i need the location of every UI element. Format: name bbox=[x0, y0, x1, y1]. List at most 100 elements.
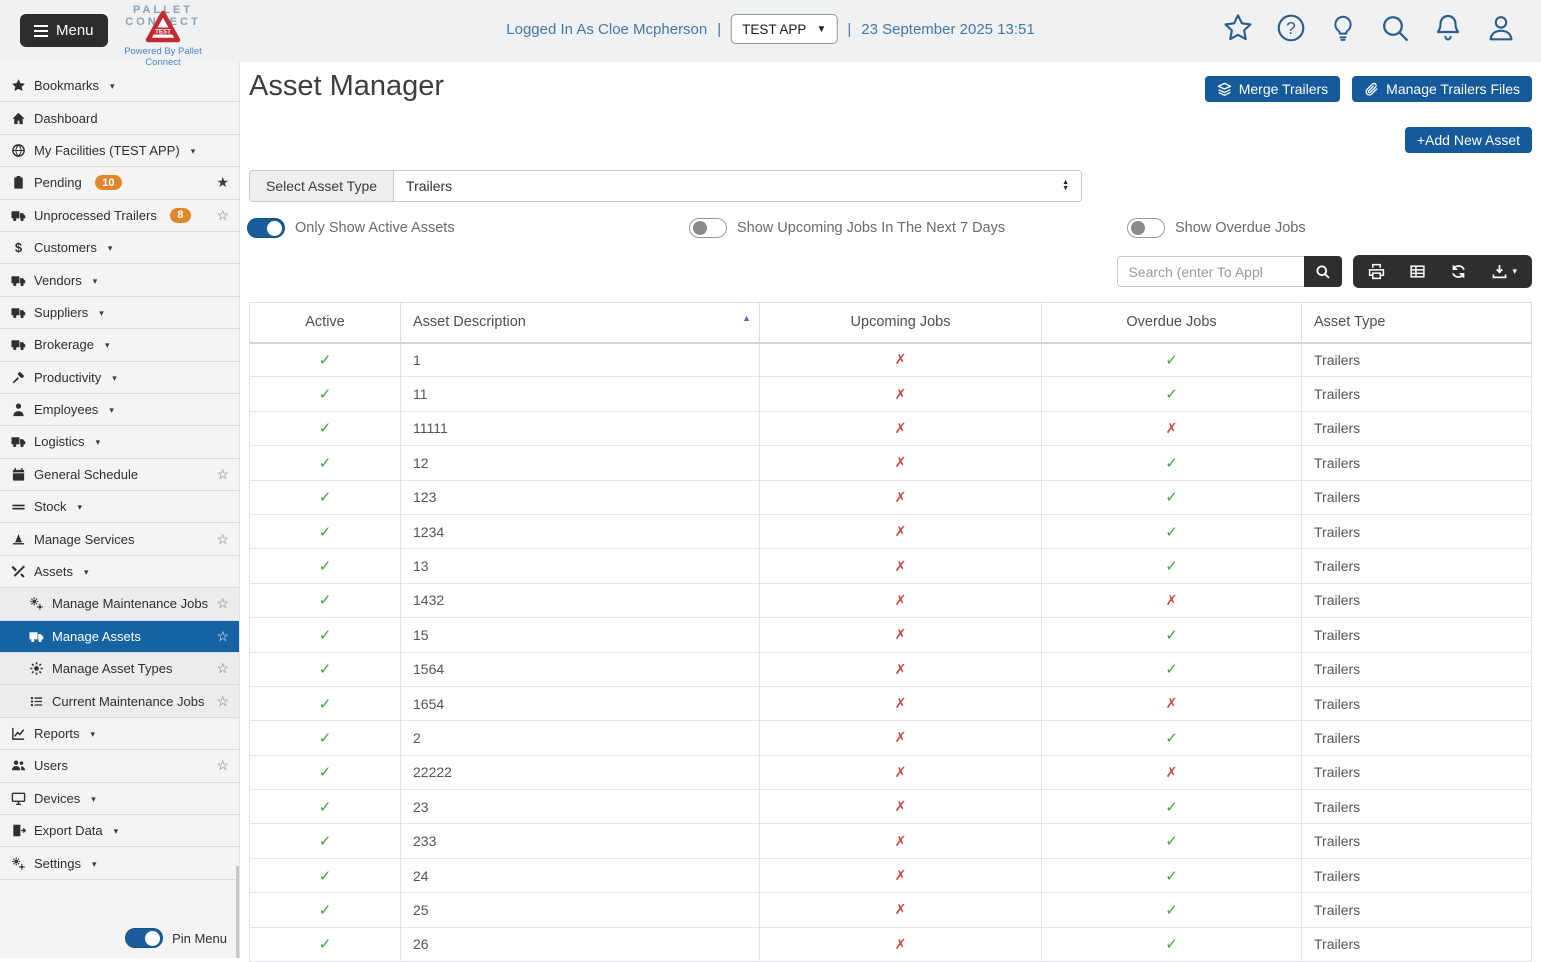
table-row[interactable]: ✓1234✗✓Trailers bbox=[250, 514, 1532, 548]
app-select-value: TEST APP bbox=[742, 22, 806, 37]
refresh-button[interactable] bbox=[1450, 263, 1467, 280]
menu-button[interactable]: Menu bbox=[20, 14, 108, 47]
sidebar-item-manage-assets[interactable]: Manage Assets ☆ bbox=[0, 621, 239, 653]
sidebar-item-brokerage[interactable]: Brokerage▾ bbox=[0, 329, 239, 361]
sidebar-item-manage-maintenance-jobs[interactable]: Manage Maintenance Jobs☆ bbox=[0, 588, 239, 620]
user-profile-icon[interactable] bbox=[1485, 12, 1517, 44]
header-overdue-jobs[interactable]: Overdue Jobs bbox=[1042, 303, 1302, 343]
sidebar-item-devices[interactable]: Devices▾ bbox=[0, 783, 239, 815]
favorite-star-outline-icon[interactable]: ☆ bbox=[216, 693, 229, 710]
sidebar-item-suppliers[interactable]: Suppliers▾ bbox=[0, 297, 239, 329]
sidebar-item-vendors[interactable]: Vendors▾ bbox=[0, 264, 239, 296]
toggle-show-overdue-jobs[interactable] bbox=[1127, 218, 1165, 238]
toggle-only-show-active-assets[interactable] bbox=[247, 218, 285, 238]
check-icon: ✓ bbox=[319, 936, 332, 953]
sidebar-scrollbar[interactable] bbox=[236, 866, 239, 958]
cross-icon: ✗ bbox=[895, 626, 907, 642]
caret-down-icon: ▾ bbox=[191, 146, 196, 157]
favorite-star-outline-icon[interactable]: ☆ bbox=[216, 628, 229, 645]
pin-menu-toggle[interactable] bbox=[125, 928, 163, 948]
search-icon[interactable] bbox=[1379, 12, 1411, 44]
asset-type-select[interactable]: Trailers ▲▼ bbox=[393, 170, 1082, 202]
favorite-star-outline-icon[interactable]: ☆ bbox=[216, 757, 229, 774]
cell-active: ✓ bbox=[250, 858, 401, 892]
favorite-star-outline-icon[interactable]: ☆ bbox=[216, 595, 229, 612]
cell-upcoming-jobs: ✗ bbox=[760, 893, 1042, 927]
sidebar-item-logistics[interactable]: Logistics▾ bbox=[0, 426, 239, 458]
favorite-star-outline-icon[interactable]: ☆ bbox=[216, 531, 229, 548]
toggle-show-upcoming-jobs-in-the-next-7-days[interactable] bbox=[689, 218, 727, 238]
table-row[interactable]: ✓233✗✓Trailers bbox=[250, 824, 1532, 858]
table-row[interactable]: ✓1654✗✗Trailers bbox=[250, 686, 1532, 720]
sidebar-item-clipped[interactable] bbox=[0, 880, 239, 893]
sidebar-item-users[interactable]: Users☆ bbox=[0, 750, 239, 782]
table-row[interactable]: ✓25✗✓Trailers bbox=[250, 893, 1532, 927]
sidebar-item-dashboard[interactable]: Dashboard bbox=[0, 102, 239, 134]
columns-table-button[interactable] bbox=[1409, 263, 1426, 280]
toggle-group-show-upcoming-jobs-in-the-next-7-days: Show Upcoming Jobs In The Next 7 Days bbox=[689, 218, 1005, 238]
select-updown-icon: ▲▼ bbox=[1062, 180, 1069, 192]
table-row[interactable]: ✓13✗✓Trailers bbox=[250, 549, 1532, 583]
app-select[interactable]: TEST APP ▼ bbox=[731, 14, 837, 44]
header-upcoming-jobs[interactable]: Upcoming Jobs bbox=[760, 303, 1042, 343]
cell-asset-description: 12 bbox=[401, 446, 760, 480]
favorite-star-filled-icon[interactable]: ★ bbox=[216, 174, 229, 191]
sidebar-item-customers[interactable]: $Customers▾ bbox=[0, 232, 239, 264]
print-button[interactable] bbox=[1368, 263, 1385, 280]
sidebar-item-export-data[interactable]: Export Data▾ bbox=[0, 815, 239, 847]
table-row[interactable]: ✓2✗✓Trailers bbox=[250, 721, 1532, 755]
sidebar-item-assets[interactable]: Assets▾ bbox=[0, 556, 239, 588]
table-row[interactable]: ✓15✗✓Trailers bbox=[250, 618, 1532, 652]
table-row[interactable]: ✓1432✗✗Trailers bbox=[250, 583, 1532, 617]
table-row[interactable]: ✓12✗✓Trailers bbox=[250, 446, 1532, 480]
favorite-star-outline-icon[interactable]: ☆ bbox=[216, 660, 229, 677]
cell-upcoming-jobs: ✗ bbox=[760, 790, 1042, 824]
sidebar-item-bookmarks[interactable]: Bookmarks▾ bbox=[0, 70, 239, 102]
table-row[interactable]: ✓26✗✓Trailers bbox=[250, 927, 1532, 961]
table-row[interactable]: ✓11111✗✗Trailers bbox=[250, 411, 1532, 445]
lightbulb-icon[interactable] bbox=[1328, 12, 1358, 44]
table-row[interactable]: ✓22222✗✗Trailers bbox=[250, 755, 1532, 789]
search-submit-button[interactable] bbox=[1304, 256, 1342, 287]
sidebar-item-current-maintenance-jobs[interactable]: Current Maintenance Jobs☆ bbox=[0, 685, 239, 717]
favorite-star-outline-icon[interactable]: ☆ bbox=[216, 466, 229, 483]
download-button[interactable]: ▾ bbox=[1491, 263, 1517, 280]
sidebar-item-manage-services[interactable]: Manage Services☆ bbox=[0, 523, 239, 555]
merge-trailers-label: Merge Trailers bbox=[1239, 81, 1328, 97]
sidebar-item-settings[interactable]: Settings▾ bbox=[0, 847, 239, 879]
header-active[interactable]: Active bbox=[250, 303, 401, 343]
sidebar-item-stock[interactable]: Stock▾ bbox=[0, 491, 239, 523]
cell-active: ✓ bbox=[250, 343, 401, 377]
notifications-bell-icon[interactable] bbox=[1432, 12, 1464, 44]
search-input[interactable] bbox=[1117, 256, 1304, 287]
favorite-star-outline-icon[interactable]: ☆ bbox=[216, 207, 229, 224]
cell-active: ✓ bbox=[250, 652, 401, 686]
table-row[interactable]: ✓123✗✓Trailers bbox=[250, 480, 1532, 514]
check-icon: ✓ bbox=[319, 730, 332, 747]
sidebar-item-manage-asset-types[interactable]: Manage Asset Types☆ bbox=[0, 653, 239, 685]
toggle-label: Show Upcoming Jobs In The Next 7 Days bbox=[737, 220, 1005, 236]
truck-icon bbox=[10, 273, 27, 288]
sidebar-item-label: Assets bbox=[34, 564, 73, 579]
help-icon[interactable]: ? bbox=[1275, 12, 1307, 44]
table-row[interactable]: ✓1564✗✓Trailers bbox=[250, 652, 1532, 686]
header-asset-description[interactable]: Asset Description ▲ bbox=[401, 303, 760, 343]
manage-trailers-files-button[interactable]: Manage Trailers Files bbox=[1352, 76, 1532, 102]
table-row[interactable]: ✓1✗✓Trailers bbox=[250, 343, 1532, 377]
favorites-star-icon[interactable] bbox=[1222, 12, 1254, 44]
sidebar-item-employees[interactable]: Employees▾ bbox=[0, 394, 239, 426]
table-row[interactable]: ✓23✗✓Trailers bbox=[250, 790, 1532, 824]
sidebar-item-general-schedule[interactable]: General Schedule☆ bbox=[0, 459, 239, 491]
cell-asset-type: Trailers bbox=[1302, 755, 1532, 789]
header-asset-type[interactable]: Asset Type bbox=[1302, 303, 1532, 343]
add-new-asset-button[interactable]: +Add New Asset bbox=[1405, 127, 1532, 153]
table-row[interactable]: ✓11✗✓Trailers bbox=[250, 377, 1532, 411]
sidebar-item-reports[interactable]: Reports▾ bbox=[0, 718, 239, 750]
sidebar-item-my-facilities-test-app[interactable]: My Facilities (TEST APP)▾ bbox=[0, 135, 239, 167]
sidebar-item-productivity[interactable]: Productivity▾ bbox=[0, 362, 239, 394]
table-row[interactable]: ✓24✗✓Trailers bbox=[250, 858, 1532, 892]
sidebar-item-label: Manage Assets bbox=[52, 629, 141, 644]
merge-trailers-button[interactable]: Merge Trailers bbox=[1205, 76, 1340, 102]
